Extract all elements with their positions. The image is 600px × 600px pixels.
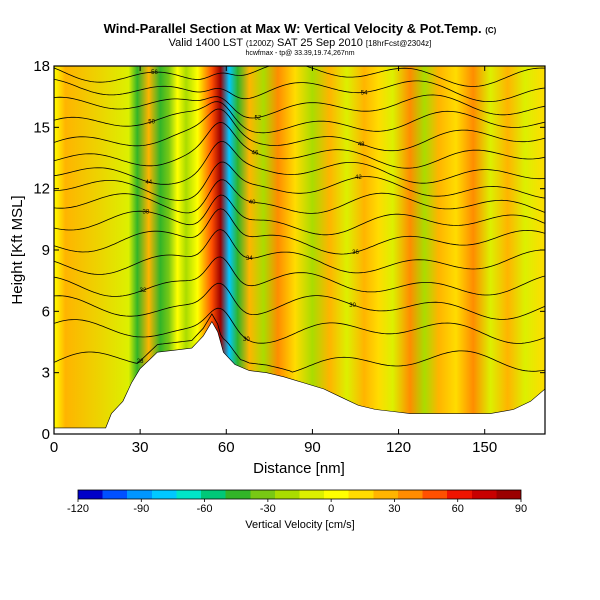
colorbar-tick-label: -120 (67, 503, 89, 515)
contour-label-14: 54 (361, 90, 368, 96)
y-tick-label: 18 (33, 58, 50, 75)
theta-contour-0 (54, 313, 545, 373)
terrain-mask (54, 321, 545, 434)
contour-label-12: 50 (148, 120, 155, 126)
x-tick-label: 30 (132, 439, 149, 456)
plot-area: 28 30 30 32 34 36 38 40 42 44 46 48 50 52 54 56 (54, 66, 545, 434)
contour-label-10: 46 (252, 151, 259, 157)
colorbar-tick-label: 60 (452, 503, 464, 515)
contour-label-3: 32 (140, 288, 147, 294)
theta-contour-8 (54, 161, 545, 201)
y-tick-label: 9 (42, 242, 50, 259)
colorbar-tick-label: -90 (133, 503, 149, 515)
y-tick-label: 12 (33, 181, 50, 198)
contour-label-2: 30 (349, 303, 356, 309)
x-tick-label: 60 (218, 439, 235, 456)
theta-contour-10 (54, 121, 545, 169)
theta-contour-9 (54, 141, 545, 185)
colorbar-strip (77, 489, 522, 500)
colorbar-tick-label: 90 (515, 503, 527, 515)
colorbar: -120 -90 -60 -30 0 30 60 90 Vertical Velocity [… (67, 489, 527, 531)
contour-label-6: 38 (143, 210, 150, 216)
theta-contour-5 (54, 208, 545, 255)
contour-label-9: 44 (145, 180, 152, 186)
theta-contour-1 (54, 307, 545, 344)
x-tick-label: 150 (472, 439, 497, 456)
x-axis: 0 30 60 90 120 150 (50, 66, 497, 456)
x-axis-label: Distance [nm] (253, 460, 345, 477)
colorbar-tick-label: -60 (197, 503, 213, 515)
colorbar-tick-label: -30 (260, 503, 276, 515)
theta-contour-3 (54, 256, 545, 297)
x-tick-label: 90 (304, 439, 321, 456)
colorbar-ticks: -120 -90 -60 -30 0 30 60 90 (67, 499, 527, 515)
y-tick-label: 3 (42, 365, 50, 382)
colorbar-tick-label: 30 (388, 503, 400, 515)
chart-subtitle: Valid 1400 LST (1200Z) SAT 25 Sep 2010 [… (169, 37, 432, 49)
chart-file-line: hcwfmax - tp@ 33.39,19.74,267nm (245, 50, 354, 57)
x-tick-label: 0 (50, 439, 58, 456)
theta-contour-7 (54, 179, 545, 214)
contour-label-4: 34 (246, 256, 253, 262)
theta-contour-15 (54, 66, 545, 87)
contour-label-15: 56 (151, 70, 158, 76)
y-tick-label: 0 (42, 426, 50, 443)
y-tick-label: 6 (42, 303, 50, 320)
contour-label-8: 42 (355, 175, 362, 181)
theta-contour-13 (54, 94, 545, 119)
theta-contour-2 (54, 282, 545, 320)
theta-contour-12 (54, 101, 545, 134)
theta-contour-14 (54, 79, 545, 102)
theta-contour-6 (54, 194, 545, 236)
contour-label-13: 52 (255, 116, 262, 122)
contour-label-0: 28 (137, 359, 144, 365)
y-axis-label: Height [Kft MSL] (9, 195, 26, 304)
contour-label-5: 36 (352, 250, 359, 256)
colorbar-title: Vertical Velocity [cm/s] (245, 519, 354, 531)
theta-contour-11 (54, 108, 545, 152)
contour-label-7: 40 (249, 200, 256, 206)
chart-title: Wind-Parallel Section at Max W: Vertical… (104, 21, 497, 36)
vertical-velocity-field (54, 66, 545, 434)
theta-contour-4 (54, 229, 545, 275)
y-tick-label: 15 (33, 119, 50, 136)
x-tick-label: 120 (386, 439, 411, 456)
theta-contours: 28 30 30 32 34 36 38 40 42 44 46 48 50 52 54 56 (54, 66, 545, 373)
contour-label-1: 30 (243, 337, 250, 343)
contour-label-11: 48 (358, 142, 365, 148)
colorbar-tick-label: 0 (328, 503, 334, 515)
